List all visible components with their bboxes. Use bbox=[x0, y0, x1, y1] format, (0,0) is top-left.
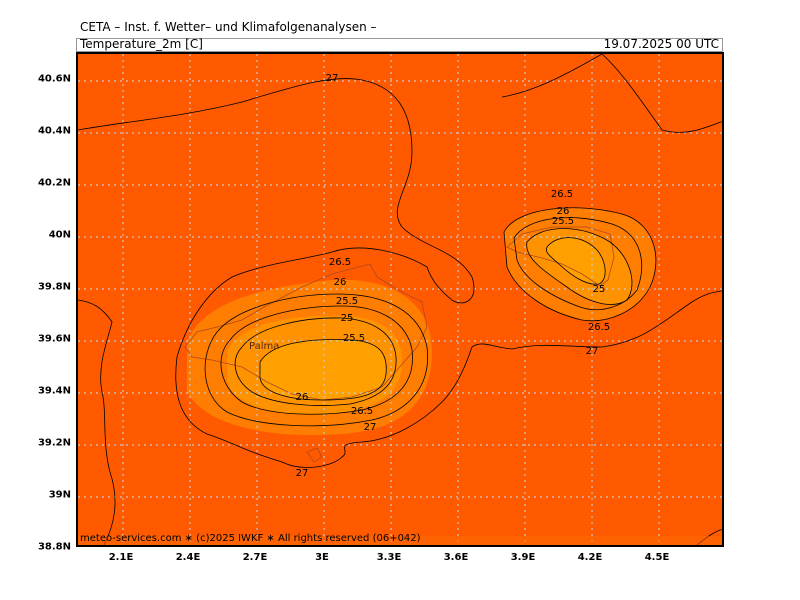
contour-labels: 272726.52625.52525.52626.52726.52625.525… bbox=[296, 73, 611, 479]
contour-label: 26 bbox=[557, 206, 570, 217]
zone-menorca-25 bbox=[546, 237, 606, 285]
title-bar: Temperature_2m [C] 19.07.2025 00 UTC bbox=[76, 37, 723, 52]
contour-lines bbox=[78, 54, 722, 545]
contour-label: 26 bbox=[296, 392, 309, 403]
lon-tick-label: 2.7E bbox=[242, 552, 268, 563]
variable-title: Temperature_2m [C] bbox=[80, 37, 203, 51]
lon-tick-label: 3.6E bbox=[443, 552, 469, 563]
contour-label: 26.5 bbox=[329, 257, 351, 268]
lat-tick-label: 40N bbox=[48, 229, 71, 241]
lat-tick-label: 38.8N bbox=[37, 541, 71, 553]
contour-label: 26.5 bbox=[551, 189, 573, 200]
lat-tick-label: 39.8N bbox=[37, 281, 71, 293]
coastlines bbox=[184, 226, 615, 463]
valid-time: 19.07.2025 00 UTC bbox=[603, 37, 719, 51]
place-label-palma: Palma bbox=[249, 341, 279, 352]
contour-label: 25.5 bbox=[336, 296, 358, 307]
contour-label: 25.5 bbox=[343, 333, 365, 344]
lon-tick-label: 4.2E bbox=[577, 552, 603, 563]
lon-tick-label: 2.4E bbox=[175, 552, 201, 563]
lon-tick-label: 3.3E bbox=[376, 552, 402, 563]
lat-tick-label: 39.2N bbox=[37, 437, 71, 449]
temperature-map: 272726.52625.52525.52626.52726.52625.525… bbox=[78, 54, 722, 545]
lat-lon-grid bbox=[78, 54, 722, 545]
lon-tick-label: 4.5E bbox=[644, 552, 670, 563]
contour-label: 26.5 bbox=[351, 406, 373, 417]
organization-title: CETA – Inst. f. Wetter– und Klimafolgena… bbox=[80, 20, 377, 34]
lat-tick-label: 40.2N bbox=[37, 177, 71, 189]
contour-label: 27 bbox=[586, 346, 599, 357]
contour-label: 27 bbox=[326, 73, 339, 84]
contour-label: 25 bbox=[341, 313, 354, 324]
lon-tick-label: 3E bbox=[315, 552, 329, 563]
lat-tick-label: 40.4N bbox=[37, 125, 71, 137]
contour-label: 26 bbox=[334, 277, 347, 288]
lat-tick-label: 39.6N bbox=[37, 333, 71, 345]
lat-tick-label: 39.4N bbox=[37, 385, 71, 397]
lat-tick-label: 39N bbox=[48, 489, 71, 501]
map-panel: 27 27 26.5 26 25.5 25 25.5 26 26.5 27 26.5 26 25.5 25… bbox=[76, 52, 724, 547]
copyright-notice: meteo-services.com ∗ (c)2025 IWKF ∗ All … bbox=[80, 533, 421, 544]
lon-tick-label: 2.1E bbox=[108, 552, 134, 563]
contour-label: 25.5 bbox=[552, 216, 574, 227]
lat-tick-label: 40.6N bbox=[37, 73, 71, 85]
contour-label: 27 bbox=[296, 468, 309, 479]
contour-label: 25 bbox=[593, 284, 606, 295]
zone-mallorca-25 bbox=[259, 339, 387, 400]
contour-label: 26.5 bbox=[588, 322, 610, 333]
footer-band bbox=[78, 536, 722, 545]
lon-tick-label: 3.9E bbox=[510, 552, 536, 563]
contour-label: 27 bbox=[364, 422, 377, 433]
